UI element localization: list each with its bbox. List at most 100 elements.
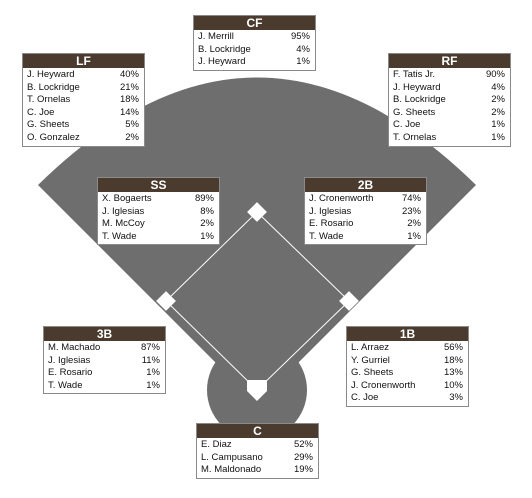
player-name: E. Diaz bbox=[201, 439, 232, 450]
position-box-lf: LF J. Heyward 40% B. Lockridge 21% T. Ornela… bbox=[22, 53, 145, 147]
player-row: J. Heyward 40% bbox=[23, 69, 144, 82]
player-row: M. Machado 87% bbox=[44, 342, 165, 355]
player-list: X. Bogaerts 89% J. Iglesias 8% M. McCoy 2% T. … bbox=[98, 192, 219, 244]
player-row: J. Iglesias 23% bbox=[305, 206, 426, 219]
player-row: Y. Gurriel 18% bbox=[347, 355, 468, 368]
player-name: G. Sheets bbox=[393, 106, 436, 118]
position-box-2b: 2B J. Cronenworth 74% J. Iglesias 23% E. Ros… bbox=[304, 177, 427, 246]
player-row: J. Cronenworth 74% bbox=[305, 193, 426, 206]
player-percentage: 2% bbox=[491, 106, 505, 118]
player-row: L. Arraez 56% bbox=[347, 342, 468, 355]
player-row: M. Maldonado 19% bbox=[197, 464, 318, 477]
player-percentage: 1% bbox=[407, 230, 421, 242]
player-row: M. McCoy 2% bbox=[98, 218, 219, 231]
player-percentage: 2% bbox=[125, 131, 139, 143]
player-percentage: 4% bbox=[296, 43, 310, 55]
position-box-3b: 3B M. Machado 87% J. Iglesias 11% E. Rosario… bbox=[43, 326, 166, 395]
player-name: G. Sheets bbox=[27, 119, 70, 131]
player-percentage: 13% bbox=[443, 367, 463, 379]
player-percentage: 18% bbox=[443, 354, 463, 366]
position-title: SS bbox=[98, 178, 219, 192]
player-percentage: 23% bbox=[401, 205, 421, 217]
player-name: M. McCoy bbox=[102, 218, 145, 230]
player-percentage: 29% bbox=[293, 451, 313, 463]
player-percentage: 89% bbox=[194, 193, 214, 204]
player-percentage: 2% bbox=[407, 218, 421, 230]
player-list: E. Diaz 52% L. Campusano 29% M. Maldonado 19% bbox=[197, 438, 318, 478]
player-row: F. Tatis Jr. 90% bbox=[389, 69, 510, 82]
position-box-c: C E. Diaz 52% L. Campusano 29% M. Maldonado 1… bbox=[196, 423, 319, 479]
player-row: J. Merrill 95% bbox=[194, 31, 315, 44]
player-name: G. Sheets bbox=[351, 367, 394, 379]
player-list: J. Cronenworth 74% J. Iglesias 23% E. Rosari… bbox=[305, 192, 426, 244]
player-percentage: 4% bbox=[491, 81, 505, 93]
player-percentage: 10% bbox=[443, 379, 463, 391]
position-box-ss: SS X. Bogaerts 89% J. Iglesias 8% M. McCoy 2%… bbox=[97, 177, 220, 246]
player-percentage: 2% bbox=[491, 94, 505, 106]
player-name: J. Merrill bbox=[198, 31, 234, 42]
player-name: C. Joe bbox=[27, 106, 55, 118]
player-percentage: 1% bbox=[491, 131, 505, 143]
player-list: L. Arraez 56% Y. Gurriel 18% G. Sheets 13% J. … bbox=[347, 341, 468, 406]
home-plate bbox=[247, 380, 267, 401]
player-percentage: 1% bbox=[146, 379, 160, 391]
player-row: E. Rosario 1% bbox=[44, 367, 165, 380]
player-name: J. Iglesias bbox=[48, 354, 91, 366]
player-row: E. Diaz 52% bbox=[197, 439, 318, 452]
position-box-cf: CF J. Merrill 95% B. Lockridge 4% J. Heyward… bbox=[193, 15, 316, 71]
player-name: L. Campusano bbox=[201, 451, 263, 463]
player-row: J. Heyward 1% bbox=[194, 56, 315, 69]
player-percentage: 1% bbox=[491, 119, 505, 131]
position-title: 2B bbox=[305, 178, 426, 192]
player-percentage: 1% bbox=[200, 230, 214, 242]
player-row: J. Iglesias 8% bbox=[98, 206, 219, 219]
player-list: J. Heyward 40% B. Lockridge 21% T. Ornelas 18… bbox=[23, 68, 144, 146]
player-row: B. Lockridge 2% bbox=[389, 94, 510, 107]
player-name: B. Lockridge bbox=[27, 81, 80, 93]
player-name: T. Wade bbox=[309, 230, 344, 242]
player-name: J. Heyward bbox=[198, 56, 246, 68]
player-name: T. Ornelas bbox=[393, 131, 437, 143]
player-name: L. Arraez bbox=[351, 342, 390, 353]
player-percentage: 5% bbox=[125, 119, 139, 131]
player-name: T. Ornelas bbox=[27, 94, 71, 106]
player-name: Y. Gurriel bbox=[351, 354, 390, 366]
player-percentage: 18% bbox=[119, 94, 139, 106]
player-row: E. Rosario 2% bbox=[305, 218, 426, 231]
player-row: X. Bogaerts 89% bbox=[98, 193, 219, 206]
player-percentage: 11% bbox=[141, 354, 160, 366]
player-row: T. Ornelas 18% bbox=[23, 94, 144, 107]
player-name: J. Iglesias bbox=[309, 205, 352, 217]
player-row: T. Wade 1% bbox=[305, 231, 426, 244]
position-title: RF bbox=[389, 54, 510, 68]
player-name: B. Lockridge bbox=[393, 94, 446, 106]
first-base bbox=[339, 291, 359, 311]
player-name: E. Rosario bbox=[309, 218, 354, 230]
position-title: CF bbox=[194, 16, 315, 30]
player-percentage: 95% bbox=[290, 31, 310, 42]
player-name: X. Bogaerts bbox=[102, 193, 152, 204]
player-percentage: 3% bbox=[449, 392, 463, 404]
player-name: T. Wade bbox=[48, 379, 83, 391]
player-percentage: 1% bbox=[146, 367, 160, 379]
player-list: M. Machado 87% J. Iglesias 11% E. Rosario 1% T… bbox=[44, 341, 165, 393]
player-row: C. Joe 1% bbox=[389, 119, 510, 132]
player-name: B. Lockridge bbox=[198, 43, 251, 55]
player-name: J. Heyward bbox=[393, 81, 441, 93]
second-base bbox=[247, 202, 267, 222]
player-percentage: 2% bbox=[200, 218, 214, 230]
player-row: T. Wade 1% bbox=[98, 231, 219, 244]
player-percentage: 14% bbox=[119, 106, 139, 118]
player-name: E. Rosario bbox=[48, 367, 93, 379]
player-percentage: 87% bbox=[140, 342, 160, 353]
player-percentage: 52% bbox=[293, 439, 313, 450]
position-title: 1B bbox=[347, 327, 468, 341]
player-percentage: 8% bbox=[200, 205, 214, 217]
player-percentage: 19% bbox=[293, 464, 313, 476]
player-name: F. Tatis Jr. bbox=[393, 69, 436, 80]
player-name: J. Iglesias bbox=[102, 205, 145, 217]
player-name: J. Cronenworth bbox=[351, 379, 416, 391]
player-name: J. Heyward bbox=[27, 69, 75, 80]
player-percentage: 74% bbox=[401, 193, 421, 204]
player-row: C. Joe 14% bbox=[23, 107, 144, 120]
